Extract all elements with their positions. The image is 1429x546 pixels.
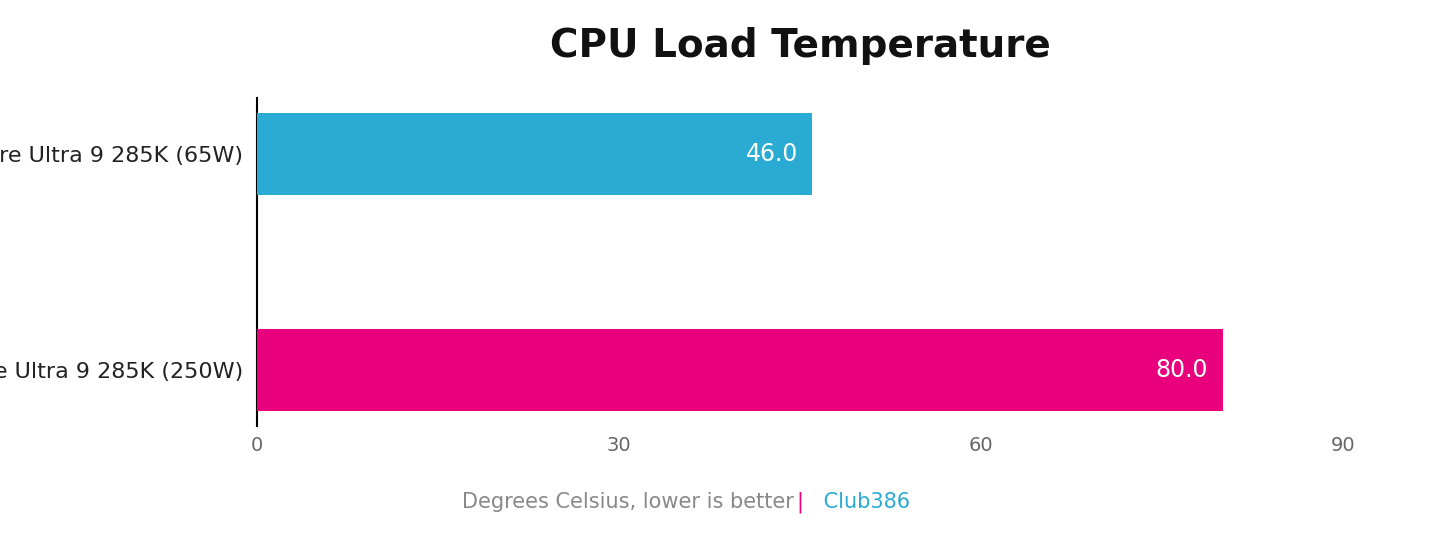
Text: 80.0: 80.0 <box>1156 358 1208 382</box>
Bar <box>257 329 1223 411</box>
Text: |: | <box>797 491 803 513</box>
Text: Degrees Celsius, lower is better: Degrees Celsius, lower is better <box>462 492 800 512</box>
Text: Club386: Club386 <box>817 492 910 512</box>
Bar <box>257 113 812 195</box>
Text: 46.0: 46.0 <box>746 142 797 166</box>
Title: CPU Load Temperature: CPU Load Temperature <box>550 27 1050 64</box>
